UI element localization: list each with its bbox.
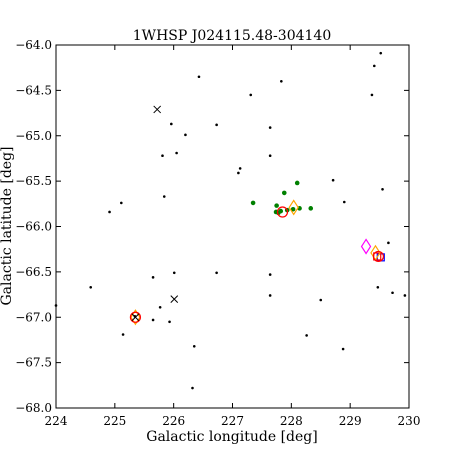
circle-marker: [372, 250, 385, 263]
data-point: [268, 154, 272, 158]
y-tick-label: −65.0: [15, 129, 52, 143]
data-point: [238, 167, 242, 170]
data-point: [172, 271, 176, 275]
data-point: [372, 64, 376, 68]
y-tick-label: −67.5: [15, 356, 52, 370]
data-point: [278, 208, 284, 214]
y-tick-label: −67.0: [15, 310, 52, 324]
data-point: [294, 180, 300, 186]
diamond-marker: [288, 199, 299, 216]
x-marker: [170, 295, 179, 303]
data-point: [331, 178, 335, 182]
x-tick-label: 230: [398, 414, 421, 428]
y-axis-label: Galactic latitude [deg]: [0, 147, 15, 306]
data-point: [184, 133, 187, 137]
data-point: [381, 187, 384, 191]
data-point: [274, 203, 279, 208]
plot-area: [54, 51, 407, 390]
data-point: [249, 93, 253, 97]
data-point: [192, 344, 196, 348]
x-tick-label: 224: [45, 414, 68, 428]
data-point: [168, 320, 171, 324]
data-point: [268, 294, 272, 297]
data-point: [121, 333, 125, 336]
x-marker: [131, 313, 140, 322]
circle-marker: [276, 206, 289, 218]
data-point: [290, 206, 296, 212]
data-point: [391, 291, 394, 295]
x-axis-label: Galactic longitude [deg]: [146, 429, 317, 445]
data-point: [319, 298, 323, 302]
data-point: [403, 294, 407, 297]
circle-marker: [129, 311, 142, 323]
y-tick-label: −68.0: [15, 401, 52, 415]
data-point: [120, 201, 123, 205]
data-point: [170, 122, 173, 126]
data-point: [151, 318, 155, 322]
data-point: [268, 126, 272, 129]
data-point: [158, 305, 162, 309]
data-point: [215, 123, 218, 127]
data-point: [237, 171, 240, 175]
data-point: [342, 200, 346, 204]
x-tick-label: 226: [162, 414, 185, 428]
data-point: [151, 276, 155, 279]
data-point: [376, 286, 380, 289]
chart-title: 1WHSP J024115.48-304140: [133, 28, 331, 44]
y-tick-label: −65.5: [15, 174, 52, 188]
x-tick-label: 227: [221, 414, 244, 428]
x-marker: [153, 105, 162, 114]
data-point: [175, 151, 178, 155]
data-point: [308, 206, 314, 211]
x-tick-label: 229: [339, 414, 362, 428]
data-point: [305, 334, 308, 337]
plot-frame: [55, 44, 410, 409]
y-tick-label: −64.5: [15, 83, 52, 97]
y-tick-label: −66.0: [15, 220, 52, 234]
y-tick-label: −66.5: [15, 265, 52, 279]
data-point: [250, 200, 256, 206]
data-point: [268, 273, 272, 276]
y-tick-label: −64.0: [15, 38, 52, 52]
data-point: [387, 241, 390, 245]
x-axis: 224 225 226 227 228 229 230: [45, 45, 421, 428]
data-point: [108, 210, 111, 214]
data-point: [341, 347, 345, 351]
data-point: [215, 271, 218, 275]
data-point: [191, 386, 194, 390]
x-tick-label: 228: [280, 414, 303, 428]
data-point: [281, 190, 287, 196]
data-point: [197, 75, 201, 79]
x-tick-label: 225: [103, 414, 126, 428]
data-point: [370, 93, 374, 97]
data-point: [89, 286, 93, 289]
data-point: [280, 80, 283, 83]
diamond-marker: [360, 238, 372, 255]
data-point: [379, 51, 383, 55]
data-point: [162, 195, 166, 198]
y-axis: −64.0 −64.5 −65.0 −65.5 −66.0 −66.5 −67.0 −67.5…: [15, 38, 409, 415]
data-point: [161, 154, 164, 158]
